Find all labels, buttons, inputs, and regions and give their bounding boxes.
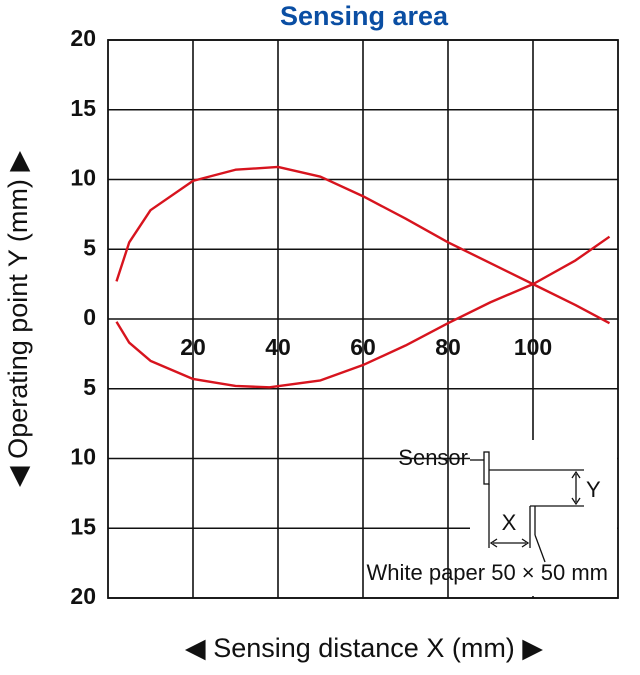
y-tick-label: 15 bbox=[70, 513, 96, 539]
y-axis-label: ◀ Operating point Y (mm) ▶ bbox=[3, 151, 33, 487]
inset-diagram bbox=[470, 451, 584, 563]
inset-background bbox=[470, 440, 617, 596]
y-tick-label: 5 bbox=[83, 374, 96, 400]
y-tick-label: 20 bbox=[70, 25, 96, 51]
data-line bbox=[115, 165, 611, 325]
inset-label: X bbox=[502, 510, 517, 535]
data-line bbox=[115, 235, 611, 389]
y-tick-label: 0 bbox=[83, 304, 96, 330]
inset-label: Sensor bbox=[398, 445, 468, 470]
y-tick-label: 10 bbox=[70, 165, 96, 191]
y-tick-label: 5 bbox=[83, 234, 96, 260]
plot-frame bbox=[107, 39, 619, 599]
x-axis-label: ◀ Sensing distance X (mm) ▶ bbox=[185, 633, 543, 663]
inset-label: Y bbox=[586, 477, 601, 502]
x-tick-label: 60 bbox=[350, 334, 376, 360]
x-tick-label: 80 bbox=[435, 334, 461, 360]
x-tick-label: 40 bbox=[265, 334, 291, 360]
y-tick-label: 20 bbox=[70, 583, 96, 609]
y-tick-label: 15 bbox=[70, 95, 96, 121]
chart-title: Sensing area bbox=[280, 1, 449, 31]
inset-label: White paper 50 × 50 mm bbox=[366, 560, 608, 585]
y-tick-label: 10 bbox=[70, 444, 96, 470]
x-tick-label: 100 bbox=[514, 334, 552, 360]
x-tick-label: 20 bbox=[180, 334, 206, 360]
